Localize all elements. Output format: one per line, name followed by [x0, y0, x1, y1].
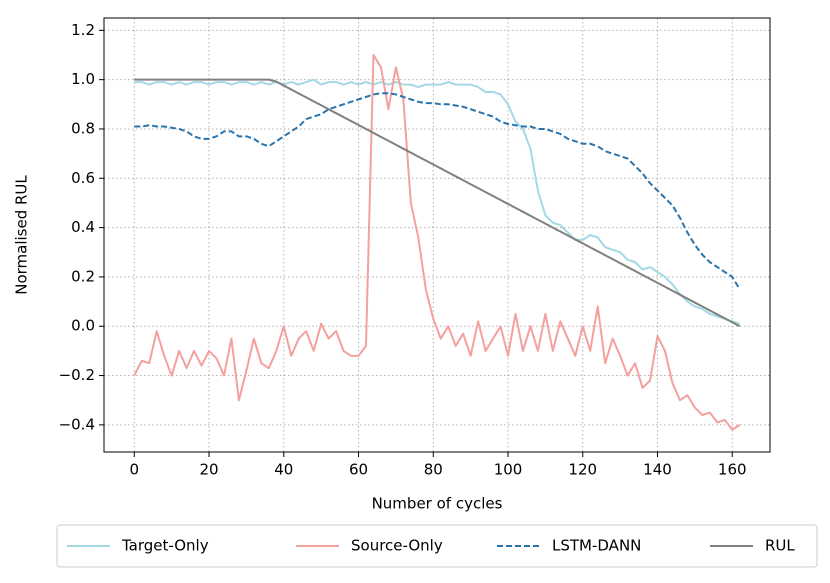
series-line: [134, 78, 741, 325]
y-tick-label: 1.2: [71, 21, 95, 39]
x-tick-label: 80: [424, 461, 443, 479]
y-tick-label: −0.2: [59, 366, 95, 384]
series-line: [134, 78, 741, 328]
y-tick-label: 0.6: [71, 169, 95, 187]
legend-box: [56, 524, 818, 568]
x-tick-label: 40: [274, 461, 293, 479]
legend-label: Target-Only: [121, 537, 209, 555]
x-tick-label: 60: [349, 461, 368, 479]
x-tick-label: 0: [129, 461, 139, 479]
y-tick-label: 0.0: [71, 317, 95, 335]
y-tick-label: 0.2: [71, 267, 95, 285]
plot-frame: [103, 17, 771, 453]
series-line: [134, 92, 741, 290]
y-tick-label: 0.8: [71, 119, 95, 137]
x-tick-label: 120: [568, 461, 597, 479]
legend-label: LSTM-DANN: [552, 537, 641, 555]
x-tick-label: 100: [494, 461, 523, 479]
legend-label: Source-Only: [351, 537, 443, 555]
series-line: [133, 53, 741, 431]
y-axis-label: Normalised RUL: [13, 175, 31, 295]
y-tick-label: −0.4: [59, 415, 95, 433]
x-tick-label: 20: [199, 461, 218, 479]
y-tick-label: 0.4: [71, 218, 95, 236]
x-axis-label: Number of cycles: [372, 495, 503, 513]
x-tick-label: 160: [718, 461, 747, 479]
x-tick-label: 140: [643, 461, 672, 479]
y-tick-label: 1.0: [71, 70, 95, 88]
legend-label: RUL: [765, 537, 795, 555]
